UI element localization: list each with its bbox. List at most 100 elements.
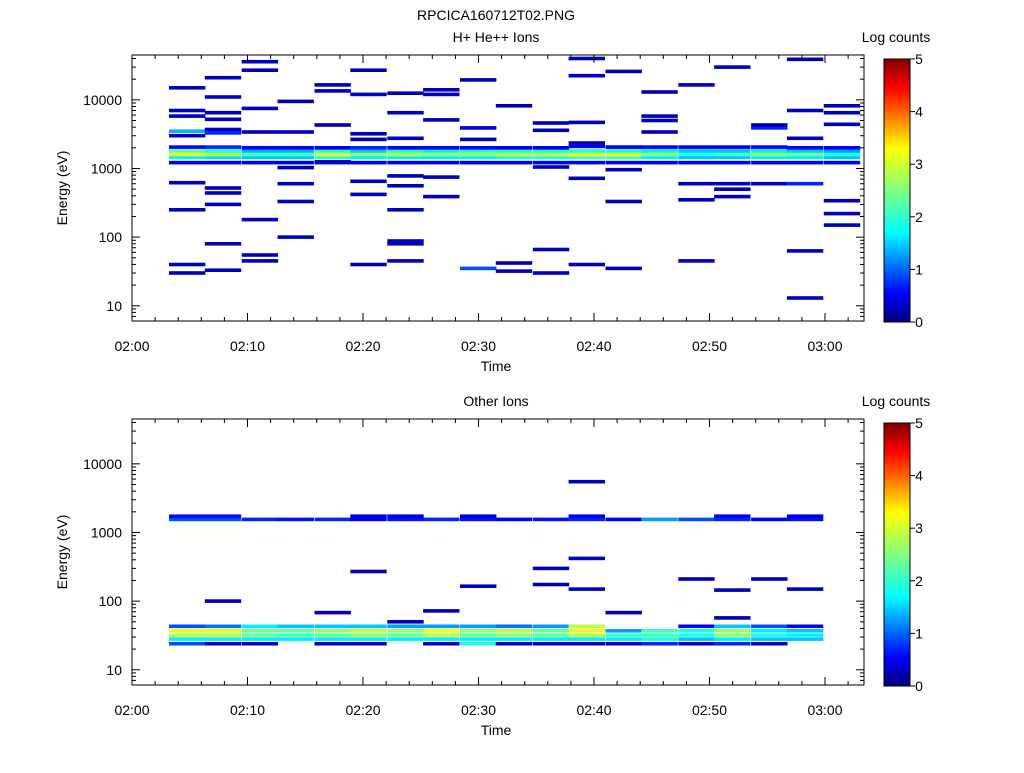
heatmap-cell xyxy=(204,629,242,633)
heatmap-cell xyxy=(277,181,314,186)
heatmap-cell xyxy=(169,149,206,153)
x-tick-label: 03:00 xyxy=(807,338,842,354)
heatmap-cell xyxy=(605,517,642,522)
heatmap-cell xyxy=(423,637,460,641)
heatmap-cell xyxy=(605,160,642,165)
heatmap-cell xyxy=(314,160,351,164)
heatmap-cell xyxy=(751,160,788,165)
x-tick-label: 02:50 xyxy=(692,702,727,718)
heatmap-cell xyxy=(241,624,279,629)
colorbar-tick-label: 5 xyxy=(915,51,923,67)
heatmap-cell xyxy=(495,624,533,629)
heatmap-cell xyxy=(314,89,351,93)
heatmap-cell xyxy=(204,599,242,603)
heatmap-cell xyxy=(532,247,570,252)
colorbar-tick-label: 0 xyxy=(915,314,923,330)
plot-frame xyxy=(131,418,865,686)
heatmap-cell xyxy=(714,145,751,149)
heatmap-cell xyxy=(204,145,242,149)
heatmap-cell xyxy=(387,208,424,212)
colorbar-tick-label: 2 xyxy=(915,573,923,589)
heatmap-cell xyxy=(641,160,678,165)
colorbar-ticks: 0 1 2 3 4 5 xyxy=(910,51,923,330)
heatmap-cell xyxy=(204,242,242,246)
heatmap-cell xyxy=(169,155,206,160)
y-tick-label: 100 xyxy=(99,229,123,245)
heatmap-cell xyxy=(714,149,751,153)
heatmap-cell xyxy=(169,629,206,633)
heatmap-cell xyxy=(605,266,642,271)
x-tick-label: 02:10 xyxy=(230,702,265,718)
x-tick-label: 02:30 xyxy=(461,702,496,718)
heatmap-cell xyxy=(277,637,314,641)
heatmap-cell xyxy=(423,92,460,97)
heatmap-cells xyxy=(169,479,824,646)
heatmap-cell xyxy=(678,155,715,160)
heatmap-cell xyxy=(678,145,715,149)
heatmap-cell xyxy=(350,160,387,165)
heatmap-cell xyxy=(568,637,605,641)
heatmap-cell xyxy=(387,242,424,246)
heatmap-cell xyxy=(423,624,460,629)
heatmap-cell xyxy=(241,146,279,150)
heatmap-cell xyxy=(495,149,533,153)
heatmap-cell xyxy=(169,145,206,149)
heatmap-cell xyxy=(169,624,206,629)
heatmap-cell xyxy=(568,73,605,78)
heatmap-cell xyxy=(823,122,861,127)
colorbar-ticks: 0 1 2 3 4 5 xyxy=(910,415,923,694)
heatmap-cell xyxy=(277,152,314,157)
heatmap-cell xyxy=(714,194,751,199)
heatmap-cell xyxy=(786,108,824,113)
heatmap-cell xyxy=(350,155,387,160)
heatmap-cell xyxy=(532,146,570,150)
heatmap-cell xyxy=(495,637,533,641)
heatmap-cell xyxy=(532,517,570,522)
y-axis-ticks: 10 100 1000 10000 xyxy=(83,58,864,322)
heatmap-cell xyxy=(714,160,751,165)
heatmap-cell xyxy=(605,633,642,637)
heatmap-cell xyxy=(387,517,424,522)
colorbar-tick-label: 3 xyxy=(915,156,923,172)
heatmap-cell xyxy=(423,633,460,637)
heatmap-cell xyxy=(204,75,242,80)
heatmap-cell xyxy=(823,146,861,150)
heatmap-cell xyxy=(641,629,678,633)
colorbar-tick-label: 3 xyxy=(915,520,923,536)
heatmap-cell xyxy=(387,514,424,518)
heatmap-cell xyxy=(714,633,751,637)
heatmap-cell xyxy=(387,149,424,153)
heatmap-cell xyxy=(350,192,387,197)
heatmap-cell xyxy=(277,629,314,633)
heatmap-cell xyxy=(714,624,751,629)
heatmap-cell xyxy=(532,629,570,633)
heatmap-cell xyxy=(751,624,788,629)
heatmap-cell xyxy=(641,149,678,153)
heatmap-cell xyxy=(495,155,533,160)
heatmap-cell xyxy=(314,123,351,127)
y-axis-ticks: 10 100 1000 10000 xyxy=(83,422,864,686)
heatmap-cell xyxy=(751,123,788,127)
heatmap-cell xyxy=(204,127,242,132)
heatmap-cell xyxy=(605,155,642,160)
heatmap-cell xyxy=(314,149,351,153)
heatmap-cell xyxy=(169,114,206,118)
heatmap-cell xyxy=(350,92,387,97)
heatmap-cell xyxy=(568,624,605,629)
heatmap-cell xyxy=(204,191,242,195)
heatmap-cell xyxy=(350,569,387,574)
colorbar-label: Log counts xyxy=(862,29,931,45)
heatmap-cell xyxy=(204,95,242,99)
plot-frame xyxy=(131,54,865,322)
x-axis-ticks: 02:00 02:10 02:20 02:30 02:40 02:50 03:00 xyxy=(114,419,849,718)
y-tick-label: 1000 xyxy=(91,160,122,176)
heatmap-cell xyxy=(350,514,387,518)
heatmap-cell xyxy=(823,223,861,227)
heatmap-cell xyxy=(751,181,788,186)
heatmap-cell xyxy=(387,259,424,263)
heatmap-cell xyxy=(714,629,751,633)
heatmap-cell xyxy=(241,517,279,522)
heatmap-cell xyxy=(277,160,314,165)
heatmap-cell xyxy=(568,176,605,181)
x-tick-label: 02:10 xyxy=(230,338,265,354)
